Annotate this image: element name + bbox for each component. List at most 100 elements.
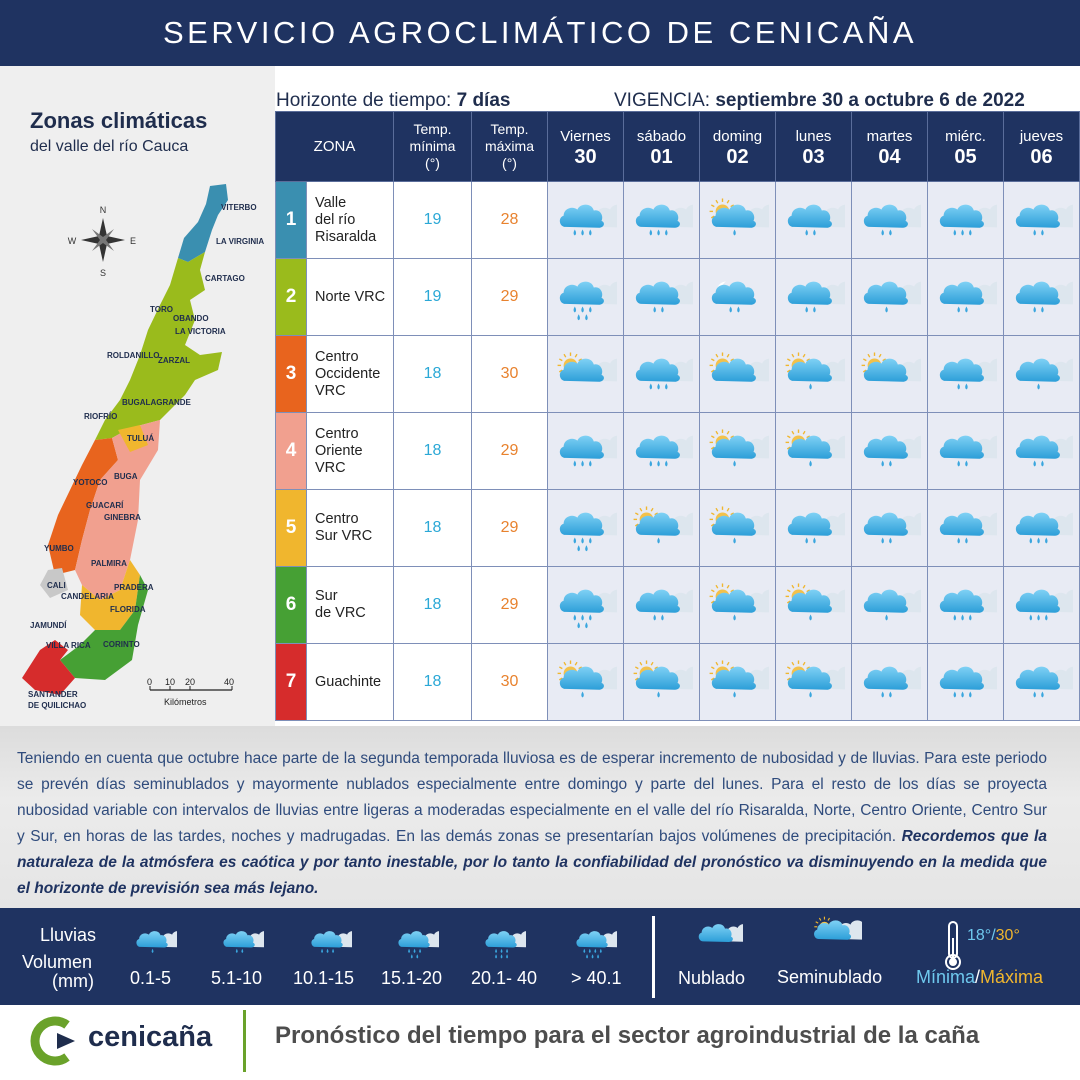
forecast-table: ZONA Temp. mínima (°) Temp. máxima (°) Viern… xyxy=(275,111,1080,721)
svg-text:10: 10 xyxy=(165,677,175,687)
weather-cloud-rain-3-icon xyxy=(547,412,624,490)
legend-unit-label: (mm) xyxy=(52,971,94,991)
weather-cloud-rain-2-icon xyxy=(1003,412,1080,490)
cloudy-icon xyxy=(695,916,759,961)
temp-max: 28 xyxy=(471,181,548,259)
rain-1-icon xyxy=(133,920,191,969)
zone-header: ZONA xyxy=(275,111,394,182)
zone-row: 4 Centro Oriente VRC 18 29 xyxy=(275,412,1080,490)
weather-cloud-rain-2-icon xyxy=(623,258,700,336)
zone-6-region xyxy=(60,575,148,680)
compass-east: E xyxy=(130,236,136,246)
weather-partly-sunny-rain-1-icon xyxy=(699,181,776,259)
day-header: miérc. 05 xyxy=(927,111,1004,182)
compass-south: S xyxy=(100,268,106,278)
zone-name: Norte VRC xyxy=(306,258,394,336)
town-label: FLORIDA xyxy=(110,605,146,614)
weather-partly-sunny-icon xyxy=(851,335,928,413)
weather-cloud-rain-2-icon xyxy=(1003,643,1080,721)
town-label: YOTOCO xyxy=(73,478,108,487)
compass-north: N xyxy=(100,205,107,215)
weather-cloud-rain-2-icon xyxy=(927,412,1004,490)
weather-cloud-rain-4-icon xyxy=(547,566,624,644)
weather-partly-sunny-rain-1-icon xyxy=(623,643,700,721)
legend-min-max-label: Mínima/Máxima xyxy=(916,967,1044,987)
town-label: CANDELARIA xyxy=(61,592,114,601)
town-label: ROLDANILLO xyxy=(107,351,159,360)
weather-cloud-rain-3-icon xyxy=(927,566,1004,644)
town-label: VITERBO xyxy=(221,203,257,212)
town-label: GUACARÍ xyxy=(86,501,124,510)
weather-cloud-rain-3-icon xyxy=(927,643,1004,721)
day-header: lunes 03 xyxy=(775,111,852,182)
zone-5-region xyxy=(80,560,140,630)
temp-min: 19 xyxy=(393,258,472,336)
weather-partly-sunny-icon xyxy=(699,335,776,413)
rain-2-icon xyxy=(220,920,278,969)
weather-partly-sunny-rain-1-icon xyxy=(699,643,776,721)
validity-period: VIGENCIA: septiembre 30 a octubre 6 de 2… xyxy=(614,90,1025,111)
weather-partly-sunny-rain-1-icon xyxy=(775,412,852,490)
town-label: TULUÁ xyxy=(127,434,154,443)
town-label: YUMBO xyxy=(44,544,74,553)
temp-min: 18 xyxy=(393,412,472,490)
legend: Lluvias Volumen (mm) 0.1-5 5.1-10 10.1-1… xyxy=(0,908,1080,1005)
legend-range: 15.1-20 xyxy=(381,968,443,988)
zone-name: Sur de VRC xyxy=(306,566,394,644)
zone-row: 7 Guachinte 18 30 xyxy=(275,643,1080,721)
weather-cloud-rain-3-icon xyxy=(547,181,624,259)
zone-number: 6 xyxy=(275,566,307,644)
temp-max: 29 xyxy=(471,412,548,490)
town-label: TORO xyxy=(150,305,173,314)
zone-name: Centro Occidente VRC xyxy=(306,335,394,413)
header-banner: SERVICIO AGROCLIMÁTICO DE CENICAÑA xyxy=(0,0,1080,66)
legend-range: > 40.1 xyxy=(571,968,622,988)
rain-6-icon xyxy=(573,920,631,969)
zone-number: 4 xyxy=(275,412,307,490)
temp-min: 18 xyxy=(393,643,472,721)
zone-3-region xyxy=(48,438,118,575)
day-header: Viernes 30 xyxy=(547,111,624,182)
weather-cloud-rain-4-icon xyxy=(547,258,624,336)
scale-bar: 0 10 20 40 Kilómetros xyxy=(147,677,234,707)
temp-min: 19 xyxy=(393,181,472,259)
legend-partly-cloudy-label: Seminublado xyxy=(777,967,883,987)
zone-row: 3 Centro Occidente VRC 18 30 xyxy=(275,335,1080,413)
page-title: SERVICIO AGROCLIMÁTICO DE CENICAÑA xyxy=(162,15,918,50)
partly-cloudy-icon xyxy=(810,912,873,961)
weather-cloud-rain-3-icon xyxy=(1003,566,1080,644)
zone-name: Centro Oriente VRC xyxy=(306,412,394,490)
town-label: SANTANDER xyxy=(28,690,78,699)
legend-range: 20.1- 40 xyxy=(471,968,538,988)
town-label: GINEBRA xyxy=(104,513,141,522)
temp-max: 29 xyxy=(471,566,548,644)
town-label: CORINTO xyxy=(103,640,140,649)
weather-partly-sunny-rain-1-icon xyxy=(699,489,776,567)
weather-cloud-rain-1-icon xyxy=(1003,335,1080,413)
svg-text:40: 40 xyxy=(224,677,234,687)
cali-area xyxy=(40,568,68,598)
zone-name: Centro Sur VRC xyxy=(306,489,394,567)
town-label: LA VICTORIA xyxy=(175,327,226,336)
weather-cloud-rain-3-icon xyxy=(1003,489,1080,567)
weather-cloud-rain-3-icon xyxy=(927,181,1004,259)
weather-cloud-rain-2-icon xyxy=(623,566,700,644)
time-horizon: Horizonte de tiempo: 7 días xyxy=(276,90,511,111)
table-header-row: ZONA Temp. mínima (°) Temp. máxima (°) Viern… xyxy=(275,111,1080,182)
town-label: PALMIRA xyxy=(91,559,127,568)
legend-range: 5.1-10 xyxy=(211,968,263,988)
weather-partly-sunny-rain-1-icon xyxy=(775,643,852,721)
weather-cloud-rain-2-icon xyxy=(927,335,1004,413)
weather-cloud-rain-2-icon xyxy=(775,258,852,336)
compass-west: W xyxy=(68,236,77,246)
zone-row: 2 Norte VRC 19 29 xyxy=(275,258,1080,336)
legend-range: 0.1-5 xyxy=(130,968,172,988)
town-label: LA VIRGINIA xyxy=(216,237,264,246)
temp-min: 18 xyxy=(393,566,472,644)
weather-cloud-rain-2-icon xyxy=(927,489,1004,567)
weather-cloud-rain-1-icon xyxy=(851,566,928,644)
zone-row: 5 Centro Sur VRC 18 29 xyxy=(275,489,1080,567)
svg-text:20: 20 xyxy=(185,677,195,687)
day-header: martes 04 xyxy=(851,111,928,182)
weather-partly-sunny-rain-1-icon xyxy=(547,643,624,721)
